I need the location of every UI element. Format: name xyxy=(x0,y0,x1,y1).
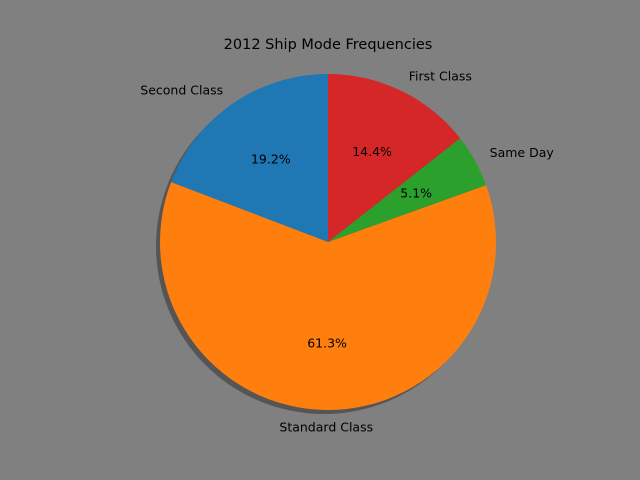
pct-label-standard-class: 61.3% xyxy=(307,335,347,350)
pie-slice-first-class xyxy=(328,74,461,242)
pct-label-same-day: 5.1% xyxy=(400,186,432,201)
pie-slice-second-class xyxy=(171,74,328,242)
slice-label-first-class: First Class xyxy=(409,68,472,83)
chart-title: 2012 Ship Mode Frequencies xyxy=(224,37,433,53)
pct-label-first-class: 14.4% xyxy=(352,144,392,159)
pct-label-second-class: 19.2% xyxy=(251,151,291,166)
pie-labels: Second Class 19.2% Standard Class 61.3% Same… xyxy=(140,68,554,434)
pie-slices xyxy=(160,74,496,410)
slice-label-standard-class: Standard Class xyxy=(279,419,373,434)
slice-label-same-day: Same Day xyxy=(490,145,555,160)
slice-label-second-class: Second Class xyxy=(140,82,223,97)
pie-slice-same-day xyxy=(328,138,487,242)
pie-slice-standard-class xyxy=(160,182,496,410)
